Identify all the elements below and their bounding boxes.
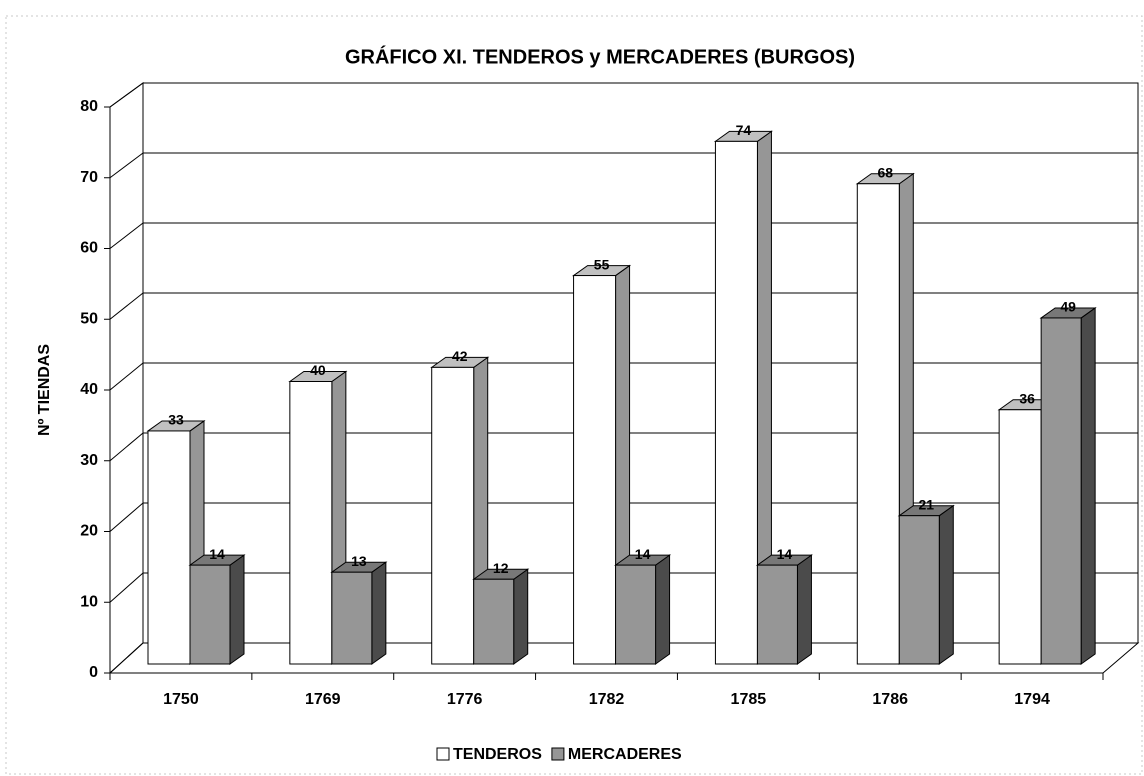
bar (189, 564, 231, 665)
grid-line-side (109, 432, 144, 462)
bar (898, 515, 940, 665)
left-wall (109, 82, 144, 675)
bar (147, 430, 191, 665)
x-tick-label: 1794 (1014, 691, 1050, 708)
grid-line-side (109, 152, 144, 179)
bar-side (938, 504, 954, 665)
y-tick-label: 0 (89, 664, 98, 681)
x-tick-label: 1769 (305, 691, 341, 708)
chart-title: GRÁFICO XI. TENDEROS y MERCADERES (BURGO… (345, 45, 855, 68)
bar (998, 409, 1042, 665)
data-label: 14 (209, 546, 225, 562)
x-tick-label: 1782 (589, 691, 625, 708)
grid-line-side (109, 642, 144, 674)
data-label: 49 (1060, 299, 1076, 315)
bar (573, 275, 617, 665)
bar-side (655, 554, 671, 665)
y-axis-label: Nº TIENDAS (36, 344, 53, 436)
y-tick-label: 70 (80, 169, 98, 186)
legend-label: TENDEROS (453, 746, 542, 763)
data-label: 14 (777, 546, 793, 562)
bar-side (796, 554, 812, 665)
y-tick-label: 30 (80, 452, 98, 469)
bar-side (513, 568, 529, 665)
legend-label: MERCADERES (568, 746, 682, 763)
x-tick-label: 1776 (447, 691, 483, 708)
bar-side (371, 561, 387, 665)
y-tick-label: 80 (80, 98, 98, 115)
data-label: 74 (736, 122, 752, 138)
data-label: 21 (918, 496, 934, 512)
grid-line-side (109, 292, 144, 320)
data-label: 36 (1019, 390, 1035, 406)
grid-line-side (109, 572, 144, 603)
data-label: 33 (168, 412, 184, 428)
bar (756, 564, 798, 665)
bar (615, 564, 657, 665)
grid-line-side (109, 362, 144, 391)
bar (714, 140, 758, 665)
y-tick-label: 10 (80, 593, 98, 610)
y-tick-label: 20 (80, 523, 98, 540)
data-label: 40 (310, 362, 326, 378)
y-tick-label: 40 (80, 381, 98, 398)
bar (431, 366, 475, 665)
bar (856, 183, 900, 665)
bar (473, 578, 515, 665)
legend-swatch (551, 747, 565, 761)
grid-line-side (109, 222, 144, 249)
grid-line-side (109, 82, 144, 108)
x-tick-label: 1750 (163, 691, 199, 708)
data-label: 14 (635, 546, 651, 562)
legend-swatch (436, 747, 450, 761)
x-tick-label: 1785 (731, 691, 767, 708)
bar-side (1080, 306, 1096, 665)
data-label: 13 (351, 553, 367, 569)
y-tick-label: 60 (80, 240, 98, 257)
bar (1040, 317, 1082, 665)
x-tick-label: 1786 (872, 691, 908, 708)
data-label: 55 (594, 256, 610, 272)
grid-line-side (109, 502, 144, 532)
data-label: 42 (452, 348, 468, 364)
data-label: 68 (877, 164, 893, 180)
bar (331, 571, 373, 665)
sheet-border (5, 15, 1143, 775)
y-tick-label: 50 (80, 310, 98, 327)
bar-side (229, 554, 245, 665)
data-label: 12 (493, 560, 509, 576)
bar (289, 381, 333, 665)
